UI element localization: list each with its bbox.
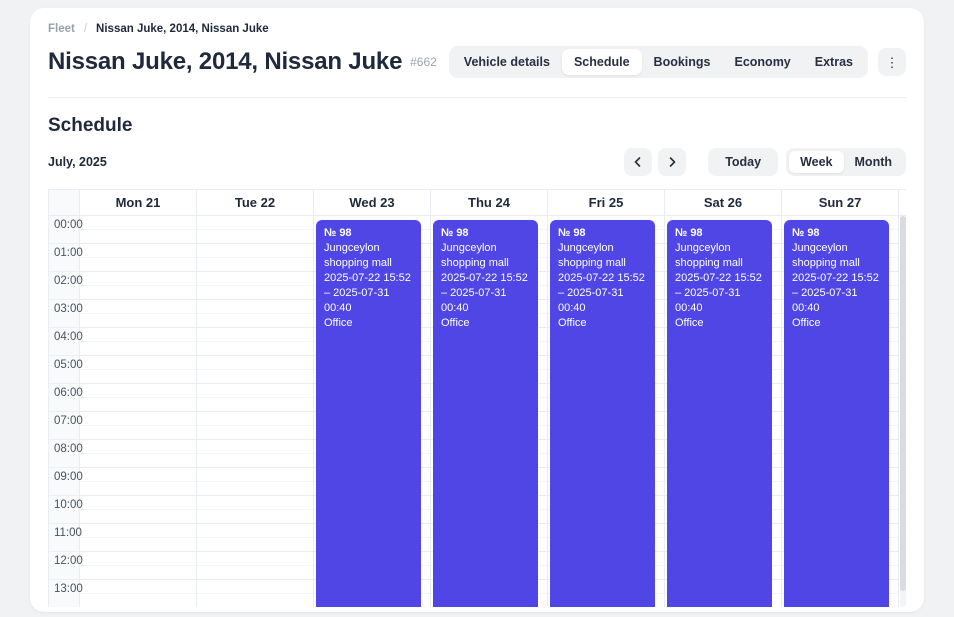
more-actions-button[interactable]: ⋮ bbox=[878, 48, 906, 76]
day-header-sun: Sun 27 bbox=[782, 190, 899, 215]
today-button[interactable]: Today bbox=[708, 148, 779, 176]
day-column-sun: № 98 Jungceylon shopping mall 2025-07-22… bbox=[782, 216, 899, 607]
week-calendar: Mon 21 Tue 22 Wed 23 Thu 24 Fri 25 Sat 2… bbox=[48, 189, 906, 607]
vehicle-tabs: Vehicle details Schedule Bookings Econom… bbox=[448, 46, 868, 78]
booking-event[interactable]: № 98 Jungceylon shopping mall 2025-07-22… bbox=[316, 220, 421, 607]
next-week-button[interactable] bbox=[658, 148, 687, 176]
event-number: № 98 bbox=[324, 227, 352, 239]
breadcrumb-current: Nissan Juke, 2014, Nissan Juke bbox=[96, 23, 269, 35]
time-label: 13:00 bbox=[49, 580, 83, 607]
event-location: Jungceylon shopping mall bbox=[324, 242, 392, 269]
event-note: Office bbox=[792, 317, 821, 329]
breadcrumb-separator: / bbox=[83, 23, 88, 35]
time-label: 10:00 bbox=[49, 496, 83, 524]
day-header-mon: Mon 21 bbox=[80, 190, 197, 215]
prev-week-button[interactable] bbox=[624, 148, 653, 176]
day-header-thu: Thu 24 bbox=[431, 190, 548, 215]
event-location: Jungceylon shopping mall bbox=[558, 242, 626, 269]
schedule-heading: Schedule bbox=[48, 115, 133, 136]
booking-event[interactable]: № 98 Jungceylon shopping mall 2025-07-22… bbox=[784, 220, 889, 607]
booking-event[interactable]: № 98 Jungceylon shopping mall 2025-07-22… bbox=[550, 220, 655, 607]
time-label: 11:00 bbox=[49, 524, 82, 552]
title-actions: #662 Vehicle details Schedule Bookings E… bbox=[410, 46, 906, 78]
time-label: 08:00 bbox=[49, 440, 83, 468]
event-note: Office bbox=[558, 317, 587, 329]
day-header-tue: Tue 22 bbox=[197, 190, 314, 215]
tab-bookings[interactable]: Bookings bbox=[642, 49, 723, 75]
time-label: 02:00 bbox=[49, 272, 83, 300]
booking-event[interactable]: № 98 Jungceylon shopping mall 2025-07-22… bbox=[433, 220, 538, 607]
view-toggle: Week Month bbox=[786, 148, 906, 176]
event-location: Jungceylon shopping mall bbox=[675, 242, 743, 269]
view-week-button[interactable]: Week bbox=[789, 151, 844, 173]
time-label: 05:00 bbox=[49, 356, 83, 384]
calendar-toolbar: July, 2025 Today Week Month bbox=[48, 148, 906, 176]
event-date-range: 2025-07-22 15:52 – 2025-07-31 00:40 bbox=[675, 272, 762, 314]
event-number: № 98 bbox=[792, 227, 820, 239]
time-label: 09:00 bbox=[49, 468, 83, 496]
time-label: 03:00 bbox=[49, 300, 83, 328]
tab-vehicle-details[interactable]: Vehicle details bbox=[452, 49, 562, 75]
day-column-thu: № 98 Jungceylon shopping mall 2025-07-22… bbox=[431, 216, 548, 607]
event-note: Office bbox=[441, 317, 470, 329]
vehicle-card: Fleet / Nissan Juke, 2014, Nissan Juke N… bbox=[30, 8, 924, 612]
chevron-right-icon bbox=[669, 157, 676, 167]
event-number: № 98 bbox=[675, 227, 703, 239]
day-column-wed: № 98 Jungceylon shopping mall 2025-07-22… bbox=[314, 216, 431, 607]
time-label: 06:00 bbox=[49, 384, 83, 412]
month-label: July, 2025 bbox=[48, 155, 107, 169]
tab-schedule[interactable]: Schedule bbox=[561, 49, 642, 75]
time-gutter-header bbox=[48, 190, 80, 215]
event-date-range: 2025-07-22 15:52 – 2025-07-31 00:40 bbox=[792, 272, 879, 314]
view-month-button[interactable]: Month bbox=[844, 151, 903, 173]
calendar-day-header: Mon 21 Tue 22 Wed 23 Thu 24 Fri 25 Sat 2… bbox=[48, 189, 906, 216]
day-header-fri: Fri 25 bbox=[548, 190, 665, 215]
page-title: Nissan Juke, 2014, Nissan Juke bbox=[48, 48, 403, 75]
event-date-range: 2025-07-22 15:52 – 2025-07-31 00:40 bbox=[441, 272, 528, 314]
event-location: Jungceylon shopping mall bbox=[441, 242, 509, 269]
calendar-scrollbar bbox=[900, 216, 906, 607]
vehicle-id-badge: #662 bbox=[410, 55, 437, 69]
kebab-vertical-icon: ⋮ bbox=[885, 54, 899, 70]
time-label: 00:00 bbox=[49, 216, 83, 244]
chevron-left-icon bbox=[634, 157, 641, 167]
day-column-fri: № 98 Jungceylon shopping mall 2025-07-22… bbox=[548, 216, 665, 607]
calendar-body: 00:00 01:00 02:00 03:00 04:00 05:00 06:00 07:00… bbox=[48, 216, 906, 607]
time-label: 12:00 bbox=[49, 552, 83, 580]
calendar-controls: Today Week Month bbox=[624, 148, 906, 176]
day-column-mon bbox=[80, 216, 197, 607]
day-column-sat: № 98 Jungceylon shopping mall 2025-07-22… bbox=[665, 216, 782, 607]
event-number: № 98 bbox=[441, 227, 469, 239]
day-header-wed: Wed 23 bbox=[314, 190, 431, 215]
tab-extras[interactable]: Extras bbox=[803, 49, 865, 75]
event-number: № 98 bbox=[558, 227, 586, 239]
scrollbar-thumb[interactable] bbox=[900, 216, 906, 592]
day-column-tue bbox=[197, 216, 314, 607]
event-note: Office bbox=[675, 317, 704, 329]
title-row: Nissan Juke, 2014, Nissan Juke #662 Vehi… bbox=[48, 46, 906, 78]
event-date-range: 2025-07-22 15:52 – 2025-07-31 00:40 bbox=[558, 272, 645, 314]
header-divider bbox=[48, 97, 906, 98]
time-label: 04:00 bbox=[49, 328, 83, 356]
tab-economy[interactable]: Economy bbox=[723, 49, 803, 75]
time-label: 07:00 bbox=[49, 412, 83, 440]
breadcrumb-fleet-link[interactable]: Fleet bbox=[48, 23, 75, 35]
time-label: 01:00 bbox=[49, 244, 83, 272]
booking-event[interactable]: № 98 Jungceylon shopping mall 2025-07-22… bbox=[667, 220, 772, 607]
day-header-sat: Sat 26 bbox=[665, 190, 782, 215]
event-location: Jungceylon shopping mall bbox=[792, 242, 860, 269]
event-note: Office bbox=[324, 317, 353, 329]
breadcrumb: Fleet / Nissan Juke, 2014, Nissan Juke bbox=[48, 8, 906, 35]
time-gutter: 00:00 01:00 02:00 03:00 04:00 05:00 06:00 07:00… bbox=[48, 216, 83, 607]
event-date-range: 2025-07-22 15:52 – 2025-07-31 00:40 bbox=[324, 272, 411, 314]
